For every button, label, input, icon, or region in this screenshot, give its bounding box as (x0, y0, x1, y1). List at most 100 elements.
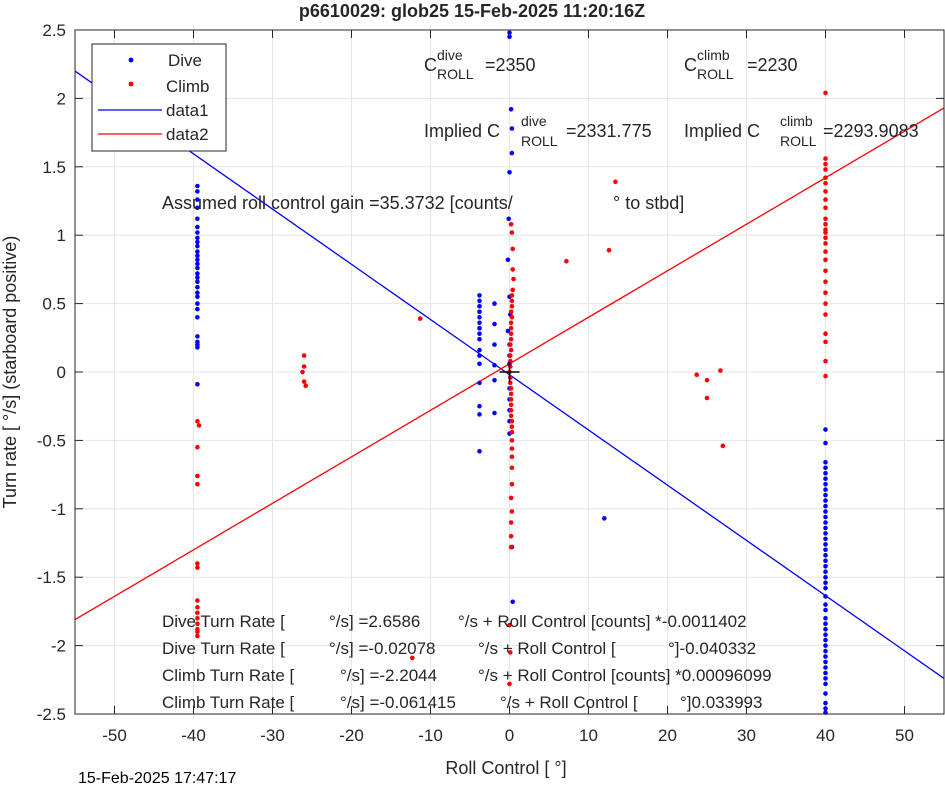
climb-point (508, 413, 514, 419)
legend-data2-label: data2 (166, 125, 209, 144)
climb-point (195, 610, 200, 616)
climb-point (417, 316, 423, 321)
dive-point (823, 594, 828, 599)
dive-point (823, 700, 828, 706)
dive-point (492, 410, 497, 416)
dive-point (823, 670, 828, 676)
y-axis-label: Turn rate [ °/s] (starboard positive) (0, 236, 20, 509)
fit-3-a: Climb Turn Rate [ (162, 693, 295, 712)
y-tick-label: -1 (51, 500, 66, 519)
x-tick-label: 0 (505, 726, 514, 745)
legend-dive-label: Dive (168, 51, 202, 70)
climb-point (823, 156, 828, 161)
dive-point (823, 632, 828, 637)
fit-1-b: °/s] =-0.02078 (329, 639, 436, 658)
climb-point (509, 293, 515, 298)
dive-point (195, 239, 200, 245)
climb-point (823, 167, 828, 172)
dive-point (195, 279, 200, 285)
dive-point (477, 320, 482, 326)
x-tick-label: -50 (102, 726, 127, 745)
c-dive-base: C (424, 55, 437, 75)
climb-point (509, 465, 515, 471)
climb-point (195, 481, 200, 487)
x-tick-label: 50 (895, 726, 914, 745)
dive-point (195, 382, 200, 387)
climb-point (704, 377, 710, 383)
climb-point (195, 598, 200, 603)
climb-point (508, 408, 514, 413)
y-tick-label: 0 (57, 363, 66, 382)
dive-point (195, 230, 200, 235)
climb-point (509, 298, 515, 304)
dive-point (823, 547, 828, 553)
dive-point (195, 284, 200, 290)
climb-point (508, 347, 514, 353)
c-dive-value: =2350 (485, 55, 536, 75)
y-axis-ticks: -2.5 -2 -1.5 -1 -0.5 0 0.5 1 1.5 2 2.5 (37, 21, 944, 724)
dive-point (823, 564, 828, 569)
climb-point (195, 561, 200, 566)
climb-point (823, 241, 828, 246)
dive-point (505, 257, 511, 263)
y-tick-label: -2 (51, 637, 66, 656)
climb-point (823, 249, 828, 254)
x-axis-label: Roll Control [ °] (445, 758, 566, 778)
dive-point (823, 503, 828, 509)
annotation-c-dive: C dive ROLL =2350 (424, 47, 536, 82)
data-points (195, 30, 828, 715)
dive-point (823, 531, 828, 536)
climb-point (823, 279, 828, 285)
climb-point (508, 386, 514, 391)
climb-point (511, 276, 516, 282)
x-tick-label: -40 (181, 726, 206, 745)
timestamp: 15-Feb-2025 17:47:17 (78, 770, 237, 787)
fit-0-b: °/s] =2.6586 (329, 612, 420, 631)
climb-point (823, 189, 828, 194)
implied-dive-prefix: Implied C (424, 121, 500, 141)
dive-point (477, 336, 482, 342)
origin-crosshair (499, 362, 520, 382)
dive-point (477, 412, 482, 417)
dive-point (477, 449, 482, 454)
dive-point (823, 536, 828, 542)
dive-point (823, 602, 828, 607)
y-tick-label: -0.5 (37, 431, 66, 450)
dive-point (492, 321, 497, 327)
climb-point (195, 473, 200, 479)
dive-point (195, 183, 200, 189)
climb-point (823, 90, 828, 96)
dive-point (823, 676, 828, 681)
dive-point (195, 257, 200, 263)
y-tick-label: 2 (57, 89, 66, 108)
climb-point (823, 222, 828, 227)
y-tick-label: 2.5 (42, 21, 66, 40)
climb-point (509, 509, 515, 514)
climb-point (195, 615, 200, 621)
c-dive-sup: dive (437, 47, 463, 63)
climb-point (508, 495, 514, 501)
fit-2-b: °/s] =-2.2044 (340, 666, 437, 685)
climb-point (509, 481, 515, 487)
climb-point (564, 258, 569, 264)
climb-point (195, 621, 200, 626)
c-climb-base: C (684, 55, 697, 75)
dive-point (823, 580, 828, 585)
dive-point (195, 290, 200, 296)
dive-point (823, 626, 828, 632)
dive-point (823, 558, 828, 564)
dive-point (823, 487, 828, 492)
dive-point (492, 362, 497, 368)
dive-point (823, 569, 828, 574)
dive-point (823, 460, 828, 465)
dive-point (195, 235, 200, 241)
dive-point (823, 637, 828, 643)
climb-point (195, 418, 200, 424)
c-climb-sup: climb (697, 47, 730, 63)
climb-point (303, 383, 309, 389)
climb-point (823, 180, 828, 186)
x-tick-label: 10 (579, 726, 598, 745)
climb-point (509, 230, 515, 235)
dive-point (195, 261, 200, 267)
dive-point (195, 224, 200, 230)
